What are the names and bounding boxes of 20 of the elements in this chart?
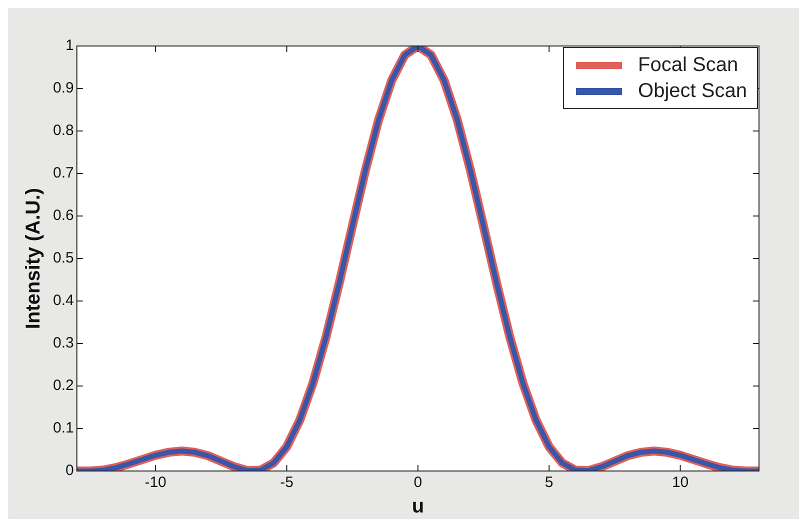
y-tick-label: 0.5 — [52, 250, 74, 267]
y-tick-label: 0.1 — [52, 420, 74, 437]
y-tick-label: 0.6 — [52, 207, 74, 224]
y-tick-label: 0.7 — [52, 164, 74, 182]
y-tick-label: 0.2 — [52, 377, 74, 394]
x-tick-label: -10 — [144, 474, 166, 492]
x-tick-label: 10 — [672, 474, 689, 492]
legend-label: Object Scan — [638, 79, 747, 104]
y-tick-label: 0.8 — [52, 122, 74, 140]
y-tick-label: 0.9 — [52, 80, 74, 97]
y-tick-label: 0 — [66, 462, 74, 480]
x-axis-title: u — [412, 496, 424, 518]
y-tick-label: 0.4 — [52, 292, 74, 310]
x-tick-label: 5 — [544, 474, 554, 492]
y-axis-title: Intensity (A.U.) — [22, 188, 45, 330]
legend-label: Focal Scan — [638, 53, 738, 78]
y-tick-label: 0.3 — [52, 334, 74, 352]
y-tick-label: 1 — [66, 37, 74, 54]
x-tick-label: -5 — [280, 474, 294, 492]
x-tick-label: 0 — [414, 474, 422, 492]
